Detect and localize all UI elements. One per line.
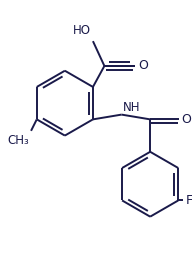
Text: CH₃: CH₃ — [7, 134, 29, 147]
Text: O: O — [138, 59, 148, 72]
Text: O: O — [182, 113, 192, 126]
Text: HO: HO — [73, 24, 91, 37]
Text: F: F — [186, 194, 192, 207]
Text: NH: NH — [122, 101, 140, 114]
